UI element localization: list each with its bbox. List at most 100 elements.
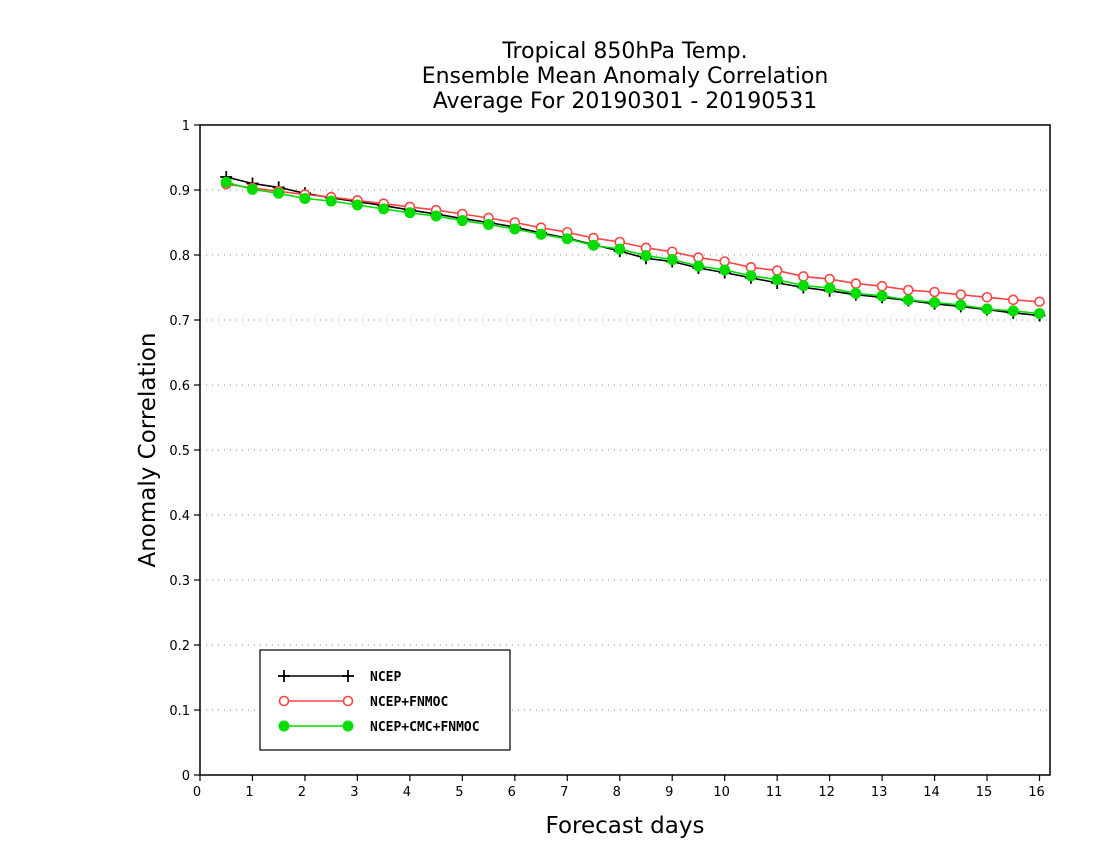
legend-item: NCEP+CMC+FNMOC <box>278 720 480 735</box>
legend-item: NCEP+FNMOC <box>278 695 448 710</box>
data-point <box>824 282 836 294</box>
data-point <box>981 303 993 315</box>
data-point <box>1034 308 1046 319</box>
data-point <box>876 280 888 292</box>
series-line <box>225 181 1040 315</box>
legend-label: NCEP <box>370 670 401 685</box>
data-point <box>745 270 757 282</box>
legend-marker <box>278 670 290 682</box>
data-point <box>902 294 914 306</box>
data-point <box>640 250 652 262</box>
y-axis-ticks: 0 0.1 0.2 0.3 0.4 0.5 0.6 0.7 0.8 0.9 1 <box>169 119 200 784</box>
y-tick-label: 0.1 <box>169 704 190 719</box>
series-line <box>226 183 1040 303</box>
data-point <box>955 289 967 300</box>
data-point <box>509 223 521 235</box>
data-point <box>456 215 468 227</box>
x-tick-label: 0 <box>193 785 201 800</box>
data-point <box>1007 305 1019 317</box>
data-point <box>666 254 678 266</box>
y-tick-label: 1 <box>182 119 190 134</box>
x-tick-label: 4 <box>403 785 411 800</box>
y-tick-label: 0.4 <box>169 509 190 524</box>
data-point <box>955 299 967 311</box>
x-tick-label: 14 <box>923 785 940 800</box>
data-point <box>404 207 416 219</box>
legend-marker <box>342 670 354 682</box>
series-line <box>226 176 1040 317</box>
y-tick-label: 0 <box>182 769 190 784</box>
y-tick-label: 0.7 <box>169 314 190 329</box>
data-point <box>850 287 862 299</box>
x-axis-label: Forecast days <box>546 813 705 839</box>
x-tick-label: 15 <box>976 785 993 800</box>
x-tick-label: 2 <box>298 785 306 800</box>
data-point <box>561 233 573 245</box>
y-tick-label: 0.6 <box>169 379 190 394</box>
y-tick-label: 0.9 <box>169 184 190 199</box>
legend: NCEP NCEP+FNMOC NCEP+CMC+FNMOC <box>259 649 511 751</box>
x-tick-label: 5 <box>455 785 463 800</box>
data-point <box>430 210 442 222</box>
data-point <box>771 274 783 286</box>
y-tick-label: 0.5 <box>169 444 190 459</box>
data-point <box>299 192 311 204</box>
data-point <box>614 243 626 255</box>
x-tick-label: 16 <box>1028 785 1045 800</box>
title-line-1: Tropical 850hPa Temp. <box>501 39 747 64</box>
x-tick-label: 12 <box>818 785 835 800</box>
legend-label: NCEP+FNMOC <box>370 695 448 710</box>
y-tick-label: 0.2 <box>169 639 190 654</box>
x-tick-label: 9 <box>665 785 673 800</box>
data-point <box>378 203 390 215</box>
legend-item: NCEP <box>278 670 401 685</box>
data-point <box>929 296 941 308</box>
x-axis-ticks: 0 1 2 3 4 5 6 7 8 9 10 11 12 13 14 15 16 <box>193 775 1045 800</box>
data-point <box>325 195 337 207</box>
data-point <box>929 286 940 298</box>
x-tick-label: 1 <box>245 785 253 800</box>
x-tick-label: 10 <box>713 785 730 800</box>
data-point <box>246 183 258 195</box>
data-point <box>850 278 862 289</box>
data-point <box>535 228 547 240</box>
series-ncep-cmc-fnmoc <box>220 176 1046 319</box>
data-point <box>797 280 809 292</box>
x-tick-label: 13 <box>871 785 888 800</box>
data-point <box>981 291 993 303</box>
x-tick-label: 8 <box>613 785 621 800</box>
data-point <box>876 290 888 302</box>
data-point <box>692 260 704 272</box>
data-point <box>273 187 285 199</box>
data-point <box>588 239 600 251</box>
legend-box <box>259 649 511 751</box>
legend-marker <box>278 695 290 707</box>
data-point <box>824 273 835 285</box>
legend-label: NCEP+CMC+FNMOC <box>370 720 480 735</box>
y-tick-label: 0.8 <box>169 249 190 264</box>
data-point <box>1034 296 1045 308</box>
x-tick-label: 7 <box>560 785 568 800</box>
data-point <box>719 264 731 276</box>
legend-marker <box>342 720 354 732</box>
x-tick-label: 11 <box>766 785 783 800</box>
y-axis-label: Anomaly Correlation <box>135 332 161 567</box>
x-tick-label: 3 <box>350 785 358 800</box>
title-line-2: Ensemble Mean Anomaly Correlation <box>422 64 829 89</box>
y-tick-label: 0.3 <box>169 574 190 589</box>
title-line-3: Average For 20190301 - 20190531 <box>433 89 818 114</box>
data-point <box>903 284 914 296</box>
data-point <box>220 176 232 188</box>
data-point <box>1007 294 1019 306</box>
data-point <box>483 218 495 230</box>
data-point <box>351 199 363 211</box>
series-ncep <box>220 171 1046 322</box>
series-layer <box>220 171 1046 322</box>
grid-lines <box>200 189 1050 711</box>
data-point <box>771 265 783 276</box>
series-ncep-fnmoc <box>220 178 1045 308</box>
x-tick-label: 6 <box>508 785 516 800</box>
legend-marker <box>342 695 354 707</box>
chart-title: Tropical 850hPa Temp.Ensemble Mean Anoma… <box>422 39 829 114</box>
